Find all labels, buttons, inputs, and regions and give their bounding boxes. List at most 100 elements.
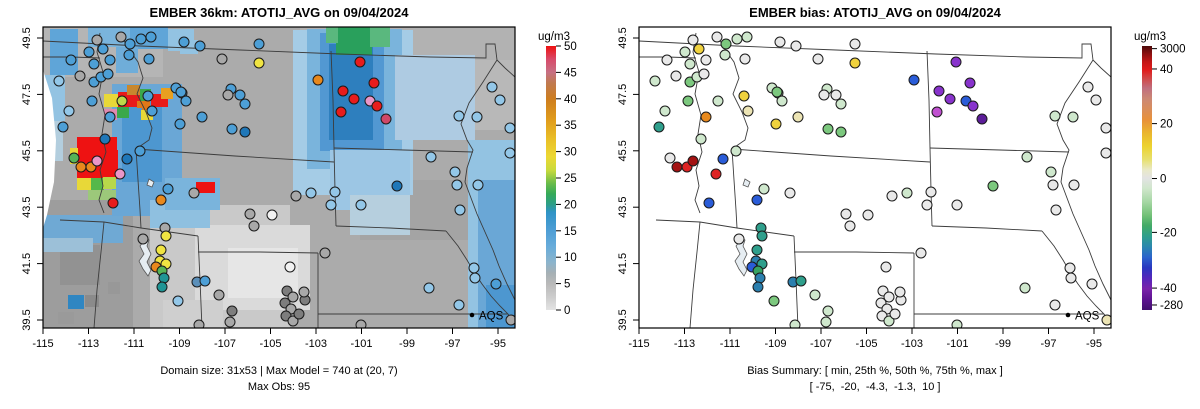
- station-marker: [1045, 166, 1057, 178]
- y-tick-label: 45.5: [21, 140, 33, 161]
- station-marker: [770, 118, 782, 130]
- colorbar-tick-label: 20: [1160, 119, 1173, 131]
- station-marker: [1019, 282, 1031, 294]
- station-marker: [950, 56, 962, 68]
- station-marker: [115, 31, 127, 43]
- station-marker: [987, 180, 999, 192]
- x-tick-label: -109: [168, 338, 190, 350]
- raster-cell: [77, 178, 92, 190]
- colorbar-tick-label: 0: [564, 305, 570, 317]
- station-marker: [967, 100, 979, 112]
- raster-cell: [58, 312, 74, 324]
- station-marker: [901, 187, 913, 199]
- station-marker: [739, 53, 751, 65]
- station-marker: [671, 161, 683, 173]
- station-marker: [180, 95, 192, 107]
- station-marker: [703, 197, 715, 209]
- station-marker: [124, 38, 136, 50]
- station-marker: [742, 105, 754, 117]
- station-marker: [700, 111, 712, 123]
- station-marker: [768, 295, 780, 307]
- y-tick-label: 41.5: [21, 253, 33, 274]
- x-tick-label: -103: [901, 338, 923, 350]
- station-marker: [849, 57, 861, 69]
- x-tick-label: -113: [78, 338, 99, 350]
- station-marker: [175, 86, 187, 98]
- station-marker: [790, 40, 802, 52]
- raster-cell: [96, 150, 118, 176]
- right-footer-line1: Bias Summary: [ min, 25th %, 50th %, 75t…: [747, 365, 1003, 377]
- station-marker: [1049, 299, 1061, 311]
- station-marker: [248, 220, 260, 232]
- station-marker: [123, 49, 135, 61]
- station-marker: [425, 151, 437, 163]
- raster-cell: [103, 177, 116, 189]
- station-marker: [146, 105, 158, 117]
- station-marker: [682, 95, 694, 107]
- station-marker: [160, 230, 172, 242]
- station-marker: [222, 89, 234, 101]
- station-marker: [391, 180, 403, 192]
- station-marker: [226, 123, 238, 135]
- station-marker: [298, 286, 310, 298]
- station-marker: [368, 77, 380, 89]
- station-marker: [756, 230, 768, 242]
- station-marker: [337, 85, 349, 97]
- station-marker: [348, 93, 360, 105]
- aqs-legend-label: AQS: [1075, 311, 1100, 323]
- station-marker: [883, 291, 895, 303]
- colorbar-tick-label: 10: [564, 252, 577, 264]
- aqs-legend-dot: [1065, 312, 1071, 318]
- state-border-line: [135, 148, 142, 229]
- y-tick-label: 39.5: [21, 309, 33, 330]
- station-marker: [886, 190, 898, 202]
- station-marker: [719, 49, 731, 61]
- station-marker: [1049, 110, 1061, 122]
- station-marker: [670, 70, 682, 82]
- station-marker: [74, 70, 86, 82]
- y-tick-label: 49.5: [21, 27, 33, 48]
- raster-cell: [88, 190, 116, 200]
- station-marker: [451, 179, 463, 191]
- station-marker: [720, 38, 732, 50]
- x-tick-label: -97: [1041, 338, 1057, 350]
- raster-cell: [129, 108, 142, 119]
- station-marker: [239, 126, 251, 138]
- station-marker: [216, 53, 228, 65]
- colorbar-tick-label: 15: [564, 226, 577, 238]
- colorbar-tick-label: 45: [564, 67, 577, 79]
- station-marker: [142, 90, 154, 102]
- station-marker: [818, 89, 830, 101]
- station-marker: [738, 90, 750, 102]
- station-marker: [1068, 179, 1080, 191]
- station-marker: [91, 155, 103, 167]
- x-tick-label: -103: [305, 338, 327, 350]
- station-marker: [63, 105, 75, 117]
- station-marker: [380, 113, 392, 125]
- station-marker: [188, 187, 200, 199]
- state-border-line: [330, 50, 335, 149]
- station-marker: [687, 34, 699, 46]
- station-marker: [784, 187, 796, 199]
- state-border-line: [135, 148, 335, 163]
- station-marker: [102, 68, 114, 80]
- station-marker: [319, 247, 331, 259]
- station-marker: [472, 179, 484, 191]
- raster-cell: [326, 27, 338, 43]
- state-border-line: [731, 148, 738, 229]
- station-marker: [915, 247, 927, 259]
- station-marker: [710, 168, 722, 180]
- station-marker: [234, 89, 246, 101]
- colorbar-tick-label: 5: [564, 279, 570, 291]
- state-border-line: [689, 221, 701, 328]
- left-footer-line1: Domain size: 31x53 | Max Model = 740 at …: [160, 365, 398, 377]
- y-tick-label: 47.5: [617, 84, 629, 105]
- station-marker: [156, 281, 168, 293]
- lake-outline: [138, 237, 152, 277]
- station-marker: [162, 183, 174, 195]
- station-marker: [155, 194, 167, 206]
- station-marker: [335, 106, 347, 118]
- station-marker: [75, 161, 87, 173]
- station-marker: [822, 305, 834, 317]
